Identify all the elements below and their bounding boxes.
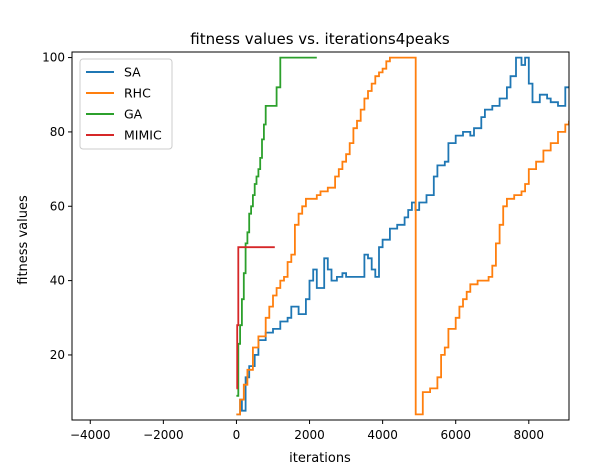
y-tick-label: 40 <box>50 274 65 288</box>
legend-label-sa: SA <box>124 65 141 80</box>
y-tick-label: 100 <box>42 51 65 65</box>
x-tick-label: 6000 <box>440 428 471 442</box>
x-tick-label: −4000 <box>70 428 111 442</box>
legend-label-rhc: RHC <box>124 86 151 101</box>
x-axis-label: iterations <box>289 451 351 466</box>
y-tick-label: 60 <box>50 199 65 213</box>
x-tick-label: −2000 <box>143 428 184 442</box>
chart-title: fitness values vs. iterations4peaks <box>190 30 450 48</box>
series-line-sa <box>236 56 569 416</box>
legend-box <box>79 58 173 150</box>
x-tick-label: 4000 <box>367 428 398 442</box>
y-tick-label: 20 <box>50 348 65 362</box>
x-tick-label: 2000 <box>294 428 325 442</box>
legend: SA RHC GA MIMIC <box>79 58 173 150</box>
series-line-mimic <box>236 246 275 390</box>
y-axis-label: fitness values <box>16 195 31 285</box>
legend-label-ga: GA <box>124 107 143 122</box>
plot-area-frame <box>71 51 570 421</box>
y-tick-label: 80 <box>50 125 65 139</box>
legend-label-mimic: MIMIC <box>124 128 162 143</box>
y-axis: 20 40 60 80 100 <box>42 51 72 362</box>
x-tick-label: 0 <box>233 428 241 442</box>
series-line-rhc <box>236 56 569 416</box>
x-tick-label: 8000 <box>514 428 545 442</box>
series-line-ga <box>236 56 317 397</box>
x-axis: −4000 −2000 0 2000 4000 6000 8000 <box>70 420 544 442</box>
series-layer <box>236 56 569 416</box>
